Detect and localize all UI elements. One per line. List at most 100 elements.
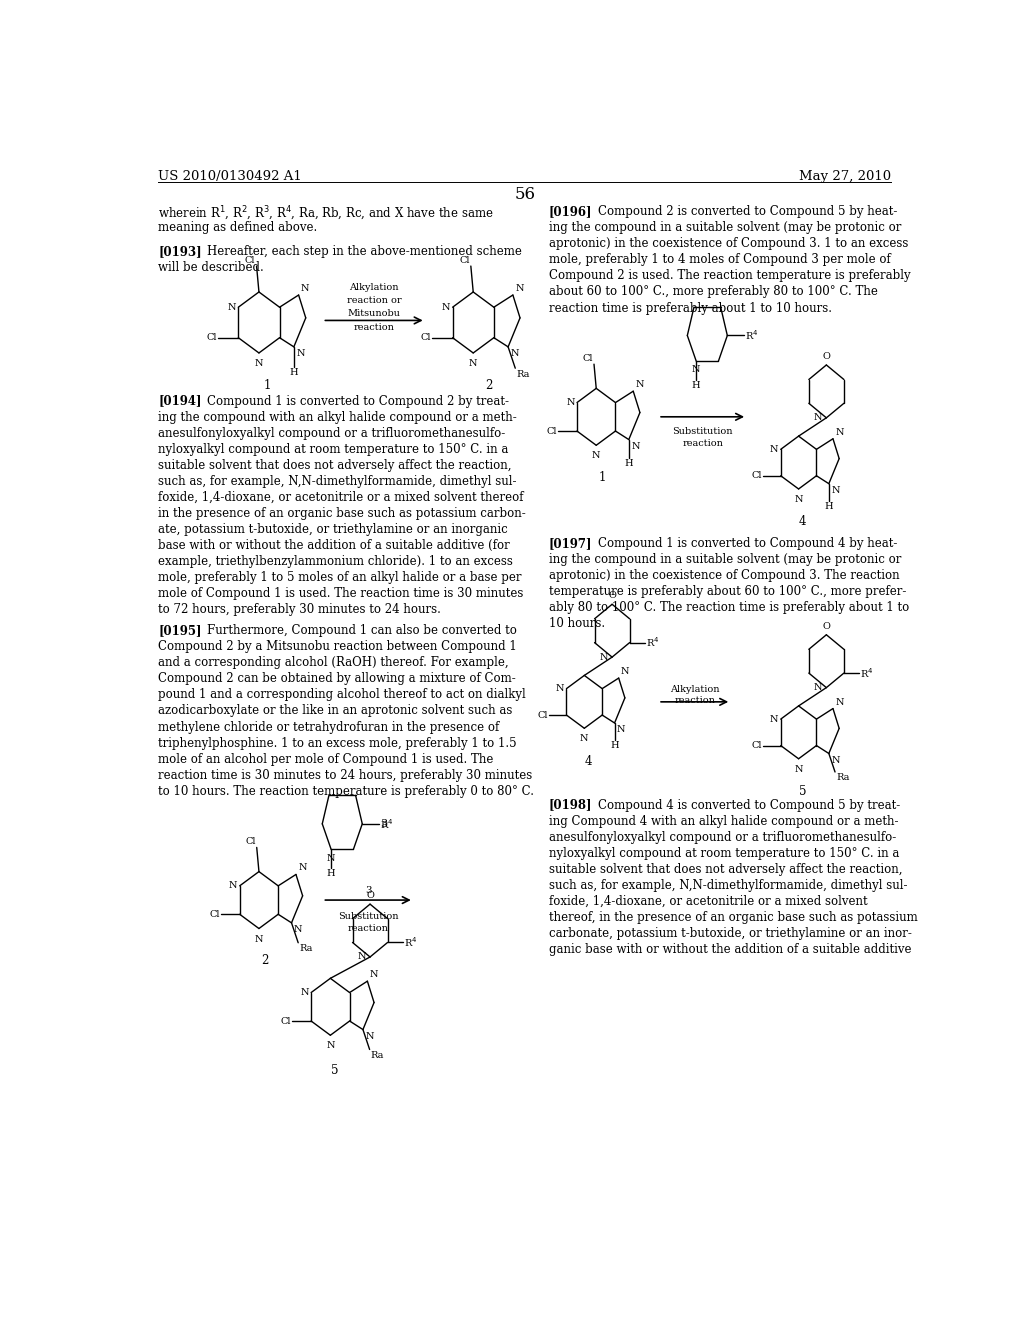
Text: [0196]: [0196] [549, 205, 592, 218]
Text: Furthermore, Compound 1 can also be converted to: Furthermore, Compound 1 can also be conv… [207, 624, 517, 638]
Text: aprotonic) in the coexistence of Compound 3. The reaction: aprotonic) in the coexistence of Compoun… [549, 569, 899, 582]
Text: mole, preferably 1 to 5 moles of an alkyl halide or a base per: mole, preferably 1 to 5 moles of an alky… [158, 572, 521, 585]
Text: N: N [366, 1032, 374, 1040]
Text: 3: 3 [380, 818, 387, 829]
Text: Mitsunobu: Mitsunobu [347, 309, 400, 318]
Text: N: N [294, 925, 302, 933]
Text: H: H [610, 742, 618, 751]
Text: N: N [795, 495, 803, 504]
Text: will be described.: will be described. [158, 261, 264, 275]
Text: 56: 56 [514, 186, 536, 203]
Text: R$^4$: R$^4$ [380, 817, 393, 830]
Text: temperature is preferably about 60 to 100° C., more prefer-: temperature is preferably about 60 to 10… [549, 585, 906, 598]
Text: Alkylation: Alkylation [670, 685, 720, 694]
Text: Cl: Cl [281, 1016, 291, 1026]
Text: 2: 2 [261, 954, 269, 968]
Text: aprotonic) in the coexistence of Compound 3. 1 to an excess: aprotonic) in the coexistence of Compoun… [549, 238, 908, 251]
Text: Compound 1 is converted to Compound 4 by heat-: Compound 1 is converted to Compound 4 by… [598, 537, 897, 549]
Text: pound 1 and a corresponding alcohol thereof to act on dialkyl: pound 1 and a corresponding alcohol ther… [158, 689, 526, 701]
Text: Ra: Ra [516, 370, 529, 379]
Text: [0193]: [0193] [158, 246, 202, 259]
Text: reaction or: reaction or [347, 296, 401, 305]
Text: ably 80 to 100° C. The reaction time is preferably about 1 to: ably 80 to 100° C. The reaction time is … [549, 601, 909, 614]
Text: Cl: Cl [209, 909, 220, 919]
Text: anesulfonyloxyalkyl compound or a trifluoromethanesulfo-: anesulfonyloxyalkyl compound or a triflu… [158, 426, 506, 440]
Text: 1: 1 [263, 379, 270, 392]
Text: N: N [592, 451, 600, 461]
Text: N: N [301, 284, 309, 293]
Text: mole of an alcohol per mole of Compound 1 is used. The: mole of an alcohol per mole of Compound … [158, 752, 494, 766]
Text: Ra: Ra [371, 1051, 384, 1060]
Text: and a corresponding alcohol (RaOH) thereof. For example,: and a corresponding alcohol (RaOH) there… [158, 656, 509, 669]
Text: reaction: reaction [353, 322, 394, 331]
Text: base with or without the addition of a suitable additive (for: base with or without the addition of a s… [158, 539, 510, 552]
Text: ing Compound 4 with an alkyl halide compound or a meth-: ing Compound 4 with an alkyl halide comp… [549, 814, 898, 828]
Text: H: H [692, 381, 700, 389]
Text: R$^4$: R$^4$ [860, 667, 873, 680]
Text: N: N [255, 359, 263, 368]
Text: H: H [290, 368, 298, 378]
Text: ing the compound in a suitable solvent (may be protonic or: ing the compound in a suitable solvent (… [549, 553, 901, 566]
Text: Cl: Cl [547, 426, 557, 436]
Text: Alkylation: Alkylation [349, 282, 398, 292]
Text: nyloxyalkyl compound at room temperature to 150° C. in a: nyloxyalkyl compound at room temperature… [549, 846, 899, 859]
Text: N: N [228, 882, 238, 890]
Text: O: O [367, 891, 374, 900]
Text: Cl: Cl [245, 837, 256, 846]
Text: 5: 5 [799, 785, 806, 799]
Text: N: N [692, 366, 700, 374]
Text: methylene chloride or tetrahydrofuran in the presence of: methylene chloride or tetrahydrofuran in… [158, 721, 500, 734]
Text: R$^4$: R$^4$ [646, 636, 659, 649]
Text: Compound 1 is converted to Compound 2 by treat-: Compound 1 is converted to Compound 2 by… [207, 395, 509, 408]
Text: N: N [831, 755, 840, 764]
Text: about 60 to 100° C., more preferably 80 to 100° C. The: about 60 to 100° C., more preferably 80 … [549, 285, 878, 298]
Text: N: N [511, 348, 519, 358]
Text: nyloxyalkyl compound at room temperature to 150° C. in a: nyloxyalkyl compound at room temperature… [158, 442, 509, 455]
Text: 1: 1 [599, 471, 606, 484]
Text: US 2010/0130492 A1: US 2010/0130492 A1 [158, 170, 302, 183]
Text: Compound 4 is converted to Compound 5 by treat-: Compound 4 is converted to Compound 5 by… [598, 799, 900, 812]
Text: N: N [469, 359, 477, 368]
Text: N: N [770, 714, 778, 723]
Text: Ra: Ra [299, 944, 312, 953]
Text: Cl: Cl [207, 333, 217, 342]
Text: N: N [441, 302, 451, 312]
Text: mole of Compound 1 is used. The reaction time is 30 minutes: mole of Compound 1 is used. The reaction… [158, 587, 523, 601]
Text: ing the compound with an alkyl halide compound or a meth-: ing the compound with an alkyl halide co… [158, 411, 517, 424]
Text: meaning as defined above.: meaning as defined above. [158, 222, 317, 234]
Text: Compound 2 can be obtained by allowing a mixture of Com-: Compound 2 can be obtained by allowing a… [158, 672, 516, 685]
Text: N: N [298, 863, 307, 873]
Text: N: N [227, 302, 236, 312]
Text: wherein R$^{1}$, R$^{2}$, R$^{3}$, R$^{4}$, Ra, Rb, Rc, and X have the same: wherein R$^{1}$, R$^{2}$, R$^{3}$, R$^{4… [158, 205, 494, 223]
Text: 4: 4 [585, 755, 592, 768]
Text: in the presence of an organic base such as potassium carbon-: in the presence of an organic base such … [158, 507, 526, 520]
Text: N: N [580, 734, 589, 743]
Text: Cl: Cl [583, 354, 593, 363]
Text: reaction: reaction [347, 924, 388, 933]
Text: foxide, 1,4-dioxane, or acetonitrile or a mixed solvent: foxide, 1,4-dioxane, or acetonitrile or … [549, 895, 867, 908]
Text: Substitution: Substitution [673, 426, 733, 436]
Text: N: N [296, 348, 305, 358]
Text: R$^4$: R$^4$ [404, 936, 418, 949]
Text: Cl: Cl [421, 333, 431, 342]
Text: N: N [326, 1041, 335, 1051]
Text: N: N [566, 399, 574, 407]
Text: reaction time is 30 minutes to 24 hours, preferably 30 minutes: reaction time is 30 minutes to 24 hours,… [158, 768, 532, 781]
Text: such as, for example, N,N-dimethylformamide, dimethyl sul-: such as, for example, N,N-dimethylformam… [549, 879, 907, 892]
Text: Hereafter, each step in the above-mentioned scheme: Hereafter, each step in the above-mentio… [207, 246, 522, 259]
Text: reaction: reaction [674, 696, 715, 705]
Text: Cl: Cl [245, 256, 255, 264]
Text: 5: 5 [331, 1064, 338, 1077]
Text: O: O [822, 622, 830, 631]
Text: to 10 hours. The reaction temperature is preferably 0 to 80° C.: to 10 hours. The reaction temperature is… [158, 785, 535, 797]
Text: O: O [608, 591, 616, 601]
Text: N: N [795, 764, 803, 774]
Text: N: N [770, 445, 778, 454]
Text: carbonate, potassium t-butoxide, or triethylamine or an inor-: carbonate, potassium t-butoxide, or trie… [549, 927, 911, 940]
Text: ate, potassium t-butoxide, or triethylamine or an inorganic: ate, potassium t-butoxide, or triethylam… [158, 523, 508, 536]
Text: 2: 2 [485, 379, 493, 392]
Text: Substitution: Substitution [338, 912, 398, 921]
Text: Compound 2 is used. The reaction temperature is preferably: Compound 2 is used. The reaction tempera… [549, 269, 910, 282]
Text: reaction: reaction [682, 440, 723, 449]
Text: Cl: Cl [459, 256, 470, 264]
